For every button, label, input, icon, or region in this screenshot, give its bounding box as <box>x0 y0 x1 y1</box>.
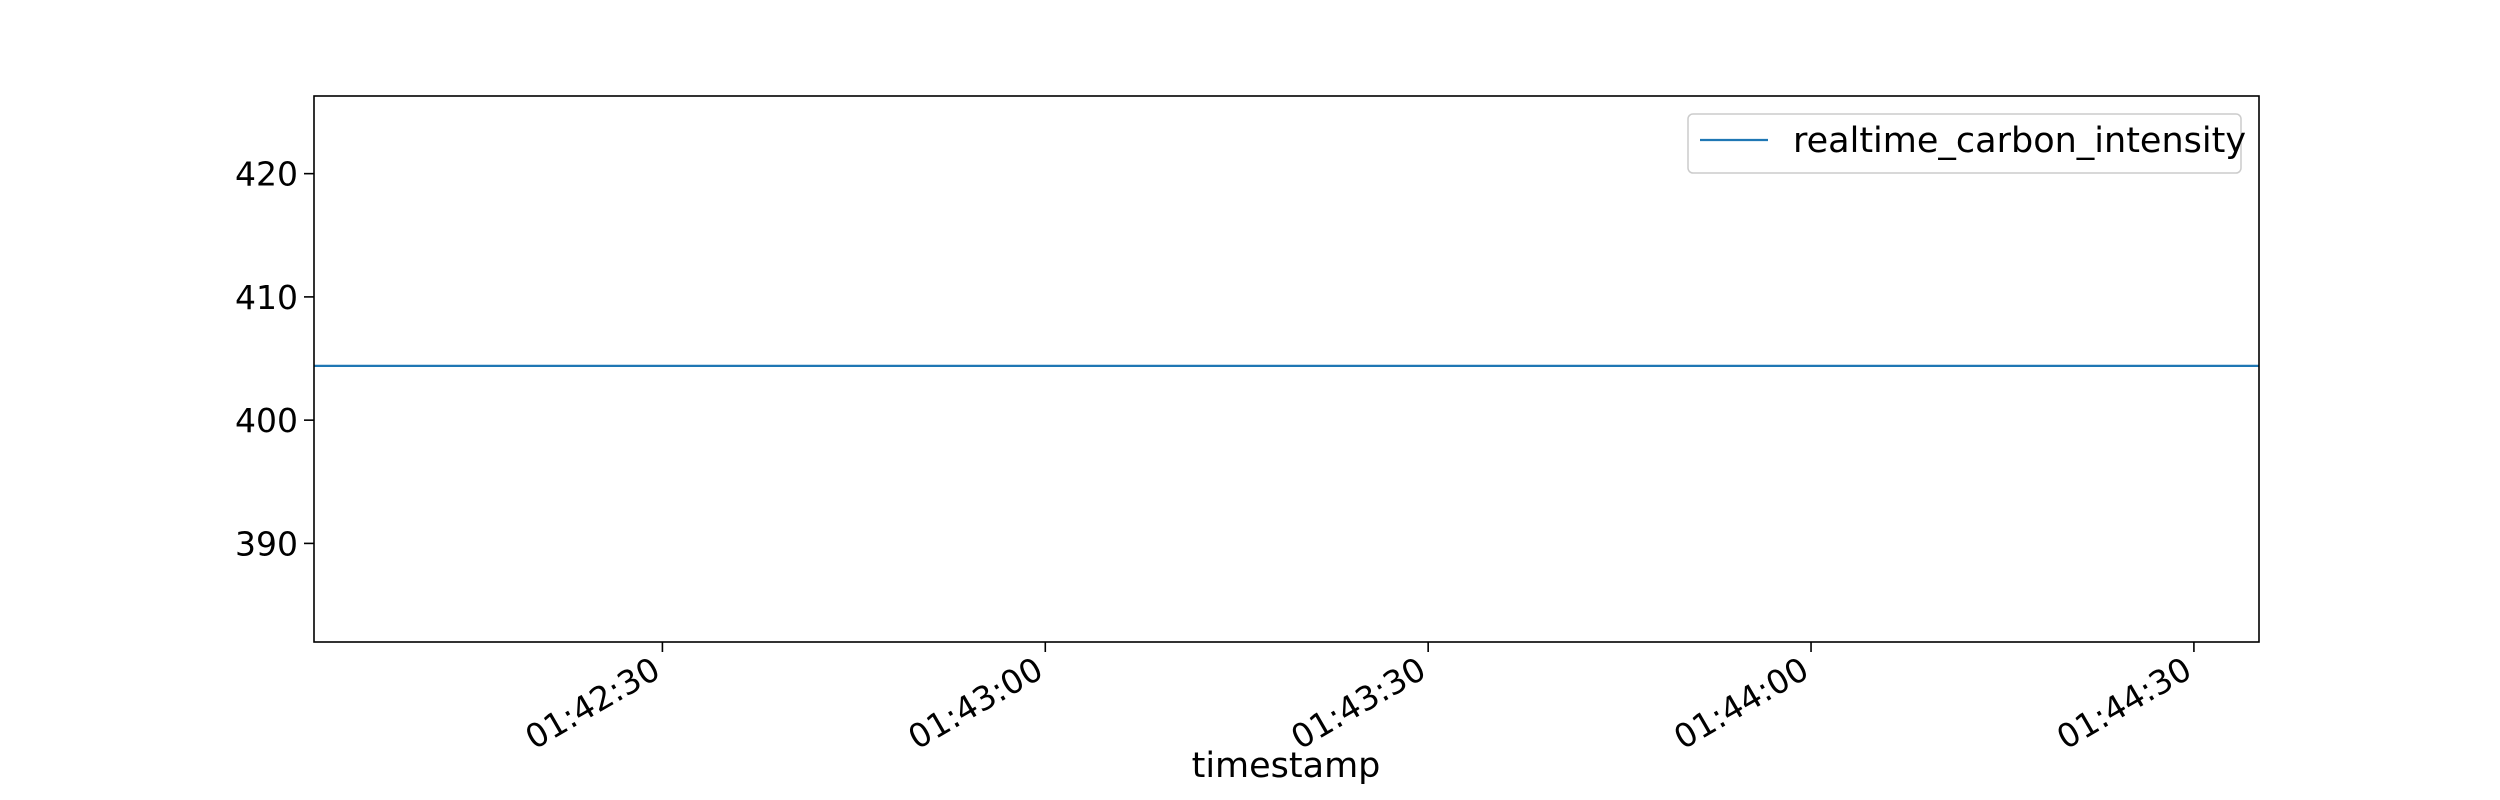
plot-frame <box>313 95 2260 643</box>
legend-box <box>1687 113 2242 174</box>
x-tick-label: 01:44:30 <box>2050 649 2198 757</box>
y-tick-label: 420 <box>235 155 298 194</box>
x-tick-label: 01:44:00 <box>1667 649 1815 757</box>
y-tick-label: 400 <box>235 401 298 440</box>
y-axis: 390 400 410 420 <box>235 155 314 563</box>
x-tick-label: 01:43:00 <box>901 649 1049 757</box>
legend: realtime_carbon_intensity <box>1687 113 2246 174</box>
x-tick-label: 01:42:30 <box>519 649 667 757</box>
legend-label: realtime_carbon_intensity <box>1793 121 2246 161</box>
y-tick-label: 410 <box>235 278 298 317</box>
x-tick-label: 01:43:30 <box>1284 649 1432 757</box>
x-axis-title: timestamp <box>1192 746 1381 786</box>
x-axis: 01:42:30 01:43:00 01:43:30 01:44:00 01:44:30 <box>519 642 2198 757</box>
y-tick-label: 390 <box>235 524 298 563</box>
